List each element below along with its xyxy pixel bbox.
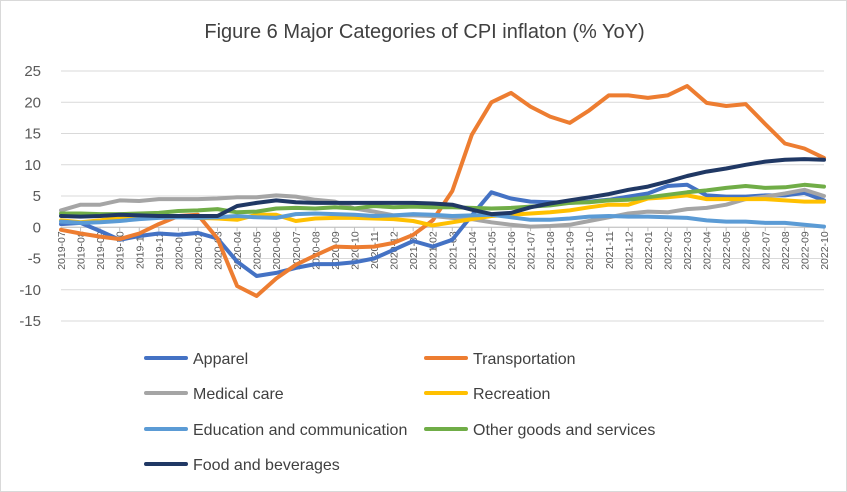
x-tick-label: 2020-09 bbox=[330, 231, 342, 270]
x-tick-label: 2022-01 bbox=[643, 231, 655, 270]
x-tick-label: 2019-08 bbox=[76, 231, 88, 270]
x-tick-label: 2021-08 bbox=[545, 231, 557, 270]
legend-label: Food and beverages bbox=[193, 457, 340, 474]
x-tick-label: 2022-04 bbox=[702, 231, 714, 270]
x-tick-label: 2020-08 bbox=[310, 231, 322, 270]
x-tick-label: 2022-08 bbox=[780, 231, 792, 270]
legend-item: Education and communication bbox=[144, 422, 407, 439]
x-tick-label: 2020-01 bbox=[173, 231, 185, 270]
x-tick-label: 2021-06 bbox=[506, 231, 518, 270]
y-tick-label: 0 bbox=[33, 219, 41, 236]
x-tick-label: 2019-09 bbox=[95, 231, 107, 270]
legend: Apparel Transportation Medical care Recreat… bbox=[144, 351, 655, 474]
x-tick-label: 2021-11 bbox=[604, 231, 616, 269]
y-tick-label: 5 bbox=[33, 188, 41, 205]
x-tick-label: 2022-09 bbox=[799, 231, 811, 270]
x-tick-label: 2020-05 bbox=[252, 231, 264, 270]
chart-title: Figure 6 Major Categories of CPI inflato… bbox=[204, 21, 645, 43]
legend-item: Other goods and services bbox=[424, 422, 655, 439]
x-tick-label: 2019-07 bbox=[56, 231, 68, 270]
legend-item: Medical care bbox=[144, 386, 284, 403]
y-axis-ticks: -15 -10 -5 0 5 10 15 20 25 bbox=[19, 63, 41, 330]
x-tick-label: 2020-02 bbox=[193, 231, 205, 270]
y-tick-label: 20 bbox=[24, 94, 41, 111]
y-tick-label: 10 bbox=[24, 157, 41, 174]
series-line-other-goods-and-services bbox=[59, 182, 826, 217]
x-tick-label: 2020-11 bbox=[369, 231, 381, 269]
x-tick-label: 2021-05 bbox=[486, 231, 498, 270]
legend-label: Other goods and services bbox=[473, 422, 655, 439]
legend-label: Apparel bbox=[193, 351, 248, 368]
x-tick-label: 2021-12 bbox=[623, 231, 635, 270]
series-lines bbox=[59, 84, 826, 298]
legend-item: Food and beverages bbox=[144, 457, 340, 474]
x-tick-label: 2021-04 bbox=[467, 231, 479, 270]
x-tick-label: 2022-03 bbox=[682, 231, 694, 270]
y-tick-label: -10 bbox=[19, 282, 41, 299]
x-tick-label: 2022-10 bbox=[819, 231, 831, 270]
legend-item: Recreation bbox=[424, 386, 550, 403]
x-tick-label: 2021-10 bbox=[584, 231, 596, 270]
x-tick-label: 2022-06 bbox=[741, 231, 753, 270]
x-tick-label: 2019-12 bbox=[154, 231, 166, 270]
x-tick-label: 2022-02 bbox=[662, 231, 674, 270]
y-tick-label: 15 bbox=[24, 126, 41, 143]
x-tick-label: 2021-07 bbox=[526, 231, 538, 270]
legend-label: Medical care bbox=[193, 386, 284, 403]
x-tick-label: 2019-11 bbox=[134, 231, 146, 269]
legend-label: Education and communication bbox=[193, 422, 407, 439]
x-tick-label: 2021-02 bbox=[428, 231, 440, 270]
x-tick-label: 2020-07 bbox=[291, 231, 303, 270]
legend-item: Transportation bbox=[424, 351, 576, 368]
y-tick-label: -5 bbox=[28, 251, 41, 268]
legend-item: Apparel bbox=[144, 351, 248, 368]
x-tick-label: 2021-09 bbox=[565, 231, 577, 270]
x-tick-label: 2022-07 bbox=[760, 231, 772, 270]
x-tick-label: 2020-06 bbox=[271, 231, 283, 270]
legend-label: Recreation bbox=[473, 386, 550, 403]
legend-label: Transportation bbox=[473, 351, 576, 368]
y-tick-label: -15 bbox=[19, 313, 41, 330]
series-line-food-and-beverages bbox=[59, 157, 826, 219]
x-tick-label: 2022-05 bbox=[721, 231, 733, 270]
y-tick-label: 25 bbox=[24, 63, 41, 80]
